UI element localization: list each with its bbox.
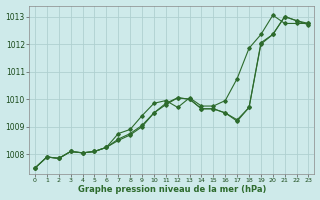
X-axis label: Graphe pression niveau de la mer (hPa): Graphe pression niveau de la mer (hPa): [77, 185, 266, 194]
